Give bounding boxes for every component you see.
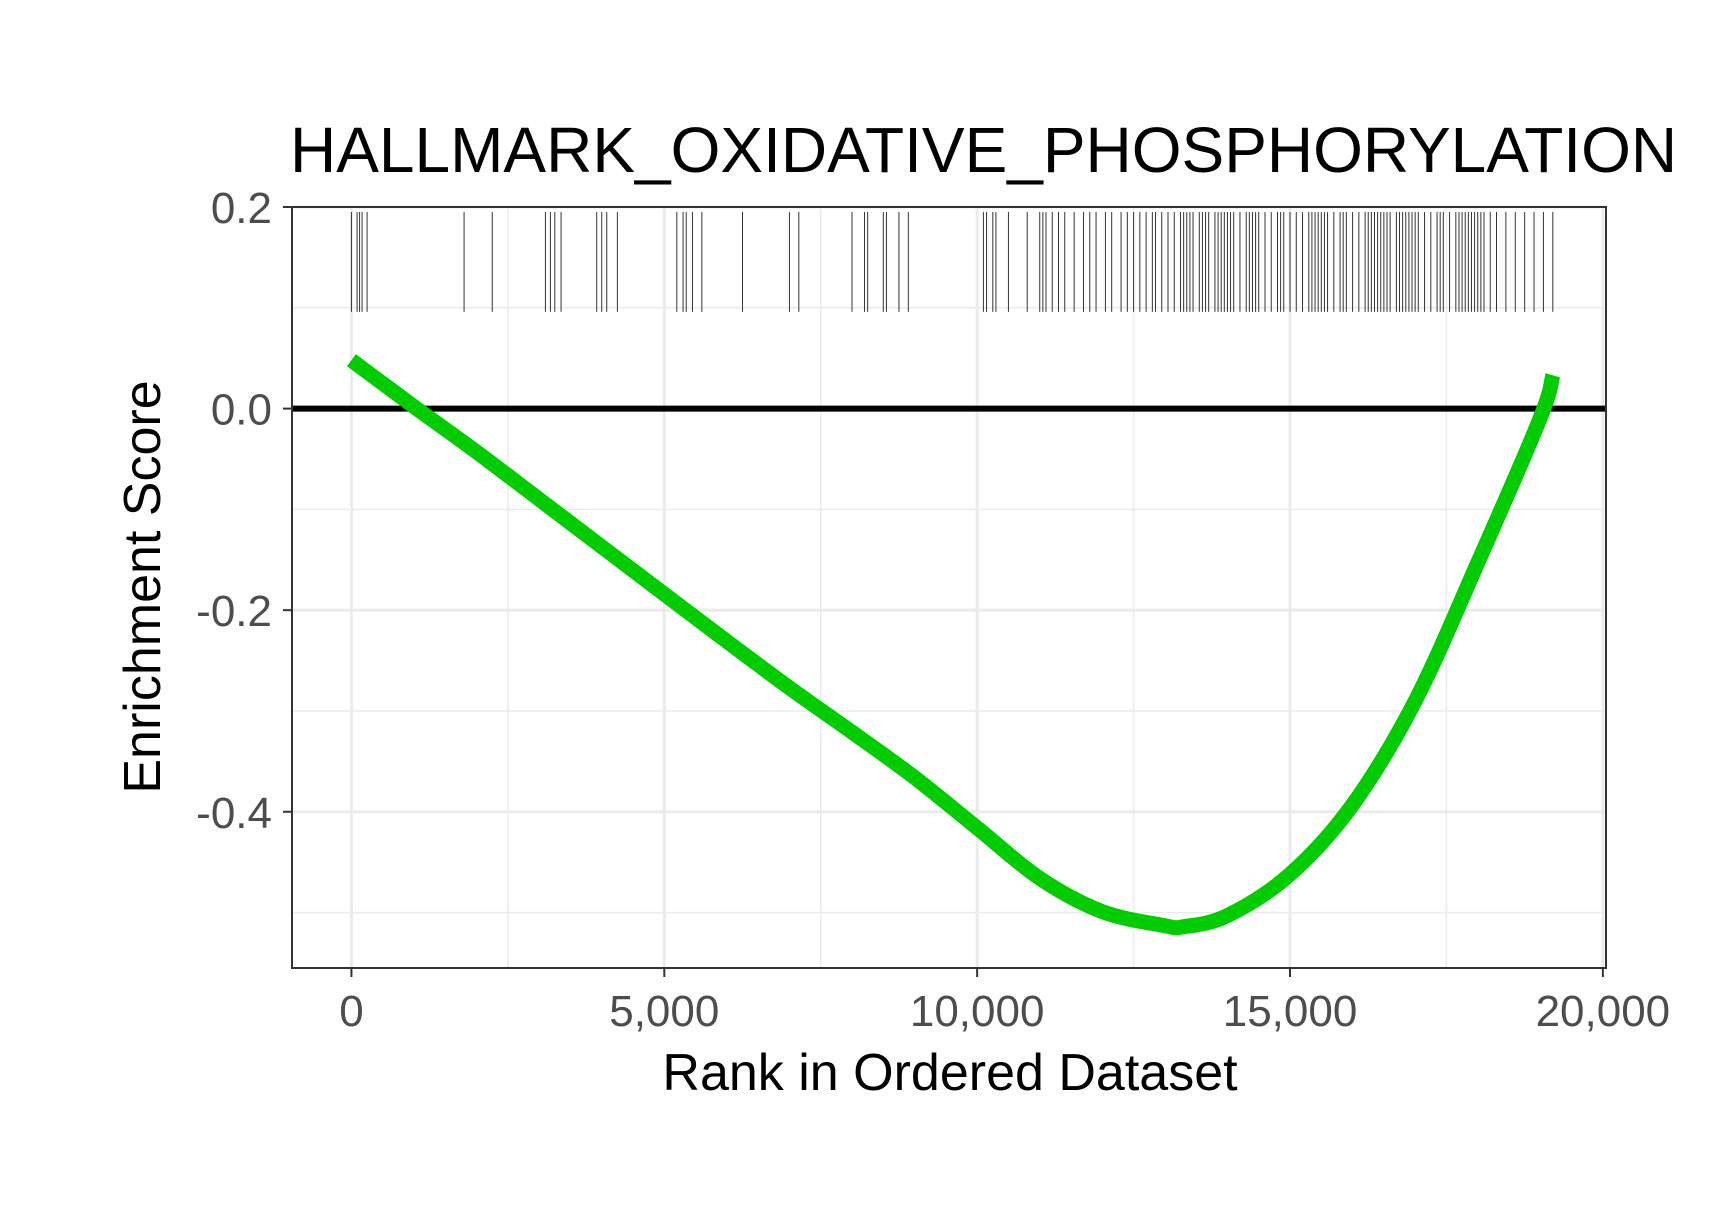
y-tick-label: 0.2 xyxy=(211,184,272,233)
y-tick-label: -0.4 xyxy=(196,789,272,838)
series-group xyxy=(346,354,1561,936)
y-axis: 0.2 0.0 -0.2 -0.4 xyxy=(196,184,292,838)
x-tick-label: 20,000 xyxy=(1536,987,1671,1036)
gene-hit-marks xyxy=(350,212,1554,312)
x-tick-label: 0 xyxy=(339,987,363,1036)
y-axis-title: Enrichment Score xyxy=(114,380,172,793)
enrichment-score-line xyxy=(346,354,1561,936)
x-axis-title: Rank in Ordered Dataset xyxy=(662,1044,1238,1102)
x-tick-label: 10,000 xyxy=(910,987,1045,1036)
x-tick-label: 15,000 xyxy=(1223,987,1358,1036)
panel-border xyxy=(291,206,1607,969)
x-axis: 0 5,000 10,000 15,000 20,000 xyxy=(339,968,1670,1036)
y-tick-label: 0.0 xyxy=(211,386,272,435)
chart-title: HALLMARK_OXIDATIVE_PHOSPHORYLATION xyxy=(290,114,1677,186)
x-tick-label: 5,000 xyxy=(609,987,719,1036)
y-tick-label: -0.2 xyxy=(196,587,272,636)
